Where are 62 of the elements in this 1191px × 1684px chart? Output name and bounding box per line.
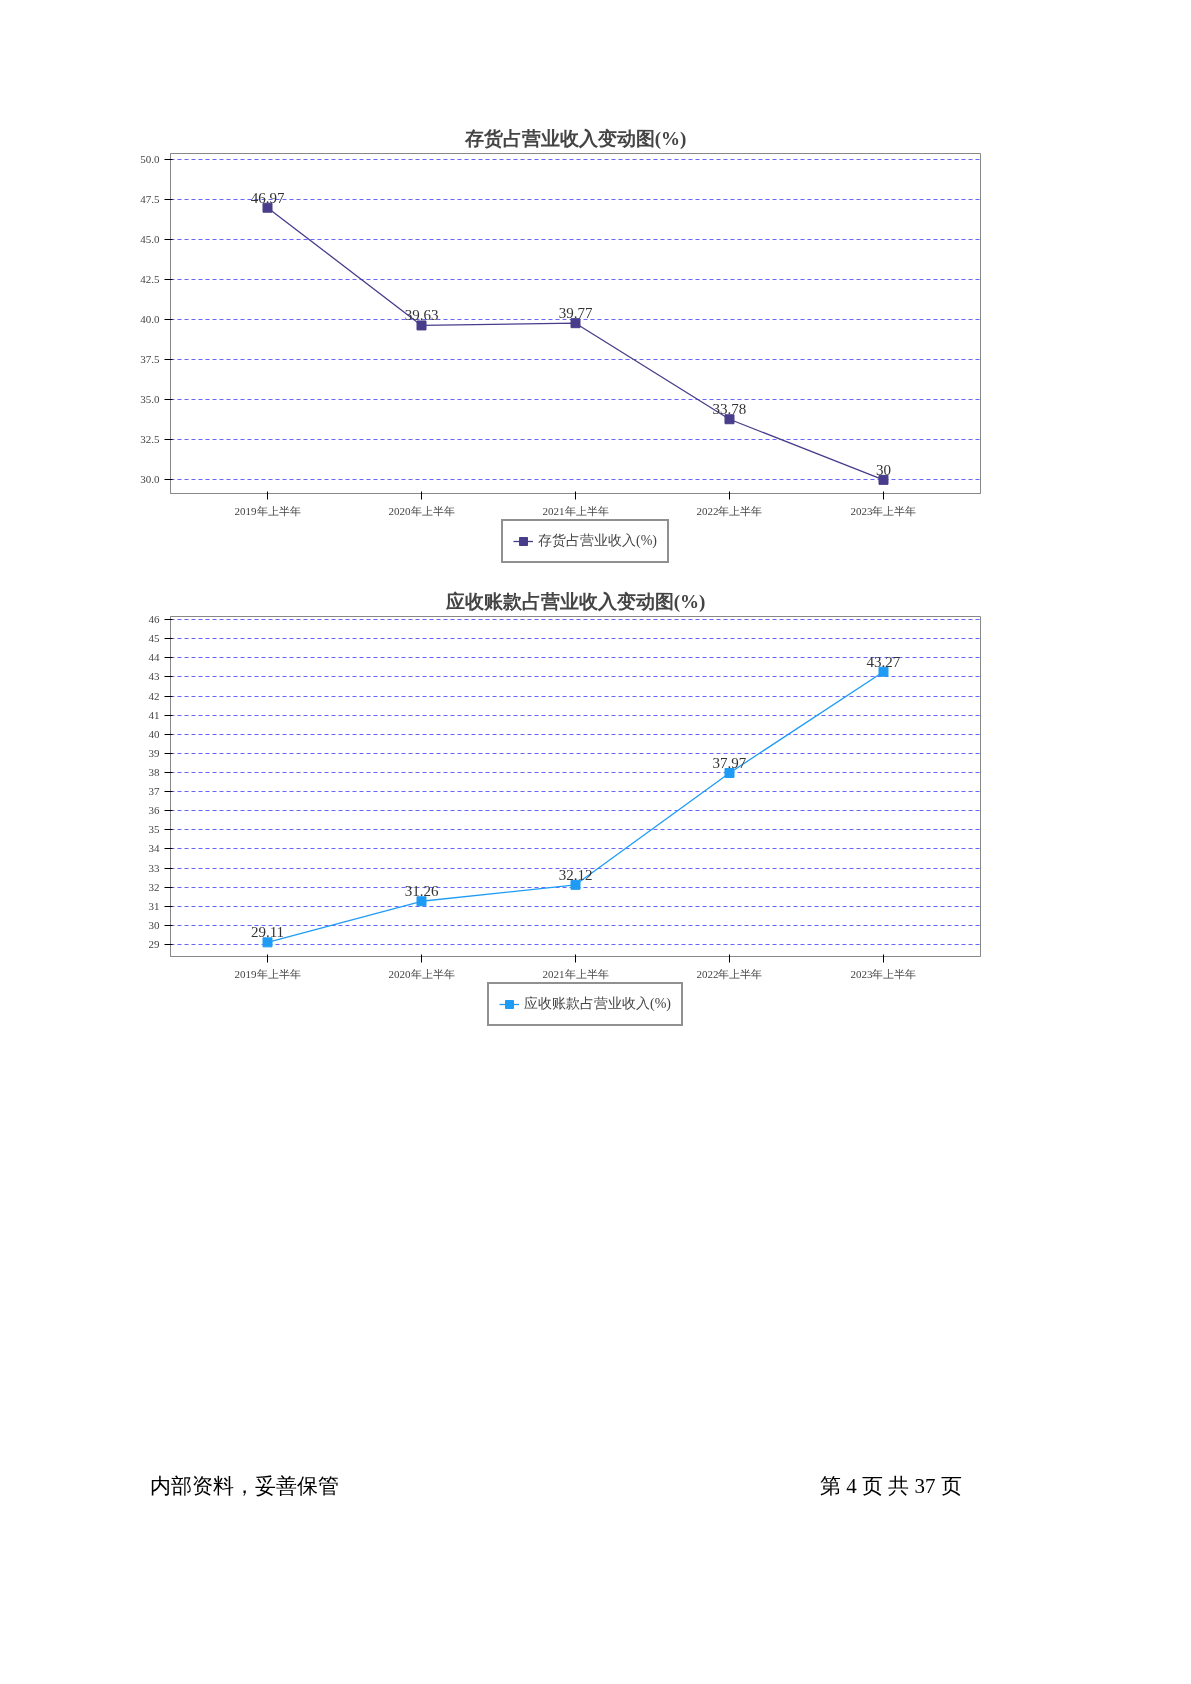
y-tick-label: 47.5 — [140, 192, 160, 205]
y-tick-label: 50.0 — [140, 152, 160, 165]
x-tick-label: 2022年上半年 — [696, 967, 763, 980]
y-tick-label: 35.0 — [140, 393, 160, 406]
x-tick-label: 2023年上半年 — [850, 967, 917, 980]
data-label: 30 — [875, 461, 891, 478]
y-tick-label: 33 — [148, 861, 160, 874]
legend-label: 应收账款占营业收入(%) — [524, 995, 671, 1013]
point — [262, 937, 273, 948]
x-tick-label: 2019年上半年 — [234, 967, 301, 980]
y-tick-label: 41 — [148, 708, 160, 721]
point — [724, 414, 735, 425]
data-label: 37.97 — [712, 755, 747, 772]
y-tick-label: 31 — [148, 899, 160, 912]
y-tick-label: 40 — [148, 727, 160, 740]
y-tick-label: 35 — [148, 823, 160, 836]
legend-label: 存货占营业收入(%) — [538, 532, 657, 550]
point — [878, 666, 889, 677]
y-tick-label: 44 — [148, 651, 160, 664]
y-tick-label: 29 — [148, 937, 160, 950]
point — [416, 320, 427, 331]
y-tick-label: 37.5 — [140, 353, 160, 366]
y-tick-label: 40.0 — [140, 312, 160, 325]
y-tick-label: 30.0 — [140, 473, 160, 486]
point — [878, 474, 889, 485]
point — [570, 318, 581, 329]
chart-title: 存货占营业收入变动图(%) — [463, 127, 687, 150]
text: 内部资料，妥善保管 — [150, 1473, 339, 1500]
point — [570, 879, 581, 890]
x-tick-label: 2022年上半年 — [696, 504, 763, 517]
data-label: 39.77 — [558, 305, 593, 322]
data-label: 43.27 — [866, 653, 901, 670]
y-tick-label: 45.0 — [140, 232, 160, 245]
chart-title: 应收账款占营业收入变动图(%) — [444, 590, 706, 613]
x-tick-label: 2021年上半年 — [542, 967, 609, 980]
y-tick-label: 32.5 — [140, 433, 160, 446]
data-label: 32.12 — [558, 866, 593, 883]
x-tick-label: 2020年上半年 — [388, 504, 455, 517]
x-tick-label: 2019年上半年 — [234, 504, 301, 517]
y-tick-label: 37 — [148, 785, 160, 798]
y-tick-label: 45 — [148, 632, 160, 645]
y-tick-label: 38 — [148, 765, 160, 778]
y-tick-label: 34 — [148, 842, 160, 855]
y-tick-label: 30 — [148, 918, 160, 931]
text: 第 4 页 共 37 页 — [820, 1473, 962, 1500]
y-tick-label: 46 — [148, 613, 160, 626]
y-tick-label: 39 — [148, 746, 160, 759]
x-tick-label: 2020年上半年 — [388, 967, 455, 980]
x-tick-label: 2021年上半年 — [542, 504, 609, 517]
x-tick-label: 2023年上半年 — [850, 504, 917, 517]
y-tick-label: 36 — [148, 804, 160, 817]
point — [416, 896, 427, 907]
y-tick-label: 32 — [148, 880, 160, 893]
y-tick-label: 42.5 — [140, 272, 160, 285]
point — [724, 768, 735, 779]
data-label: 31.26 — [404, 883, 439, 900]
point — [262, 202, 273, 213]
y-tick-label: 43 — [148, 670, 160, 683]
data-label: 29.11 — [250, 924, 285, 941]
data-label: 46.97 — [250, 189, 285, 206]
data-label: 33.78 — [712, 401, 747, 418]
y-tick-label: 42 — [148, 689, 160, 702]
